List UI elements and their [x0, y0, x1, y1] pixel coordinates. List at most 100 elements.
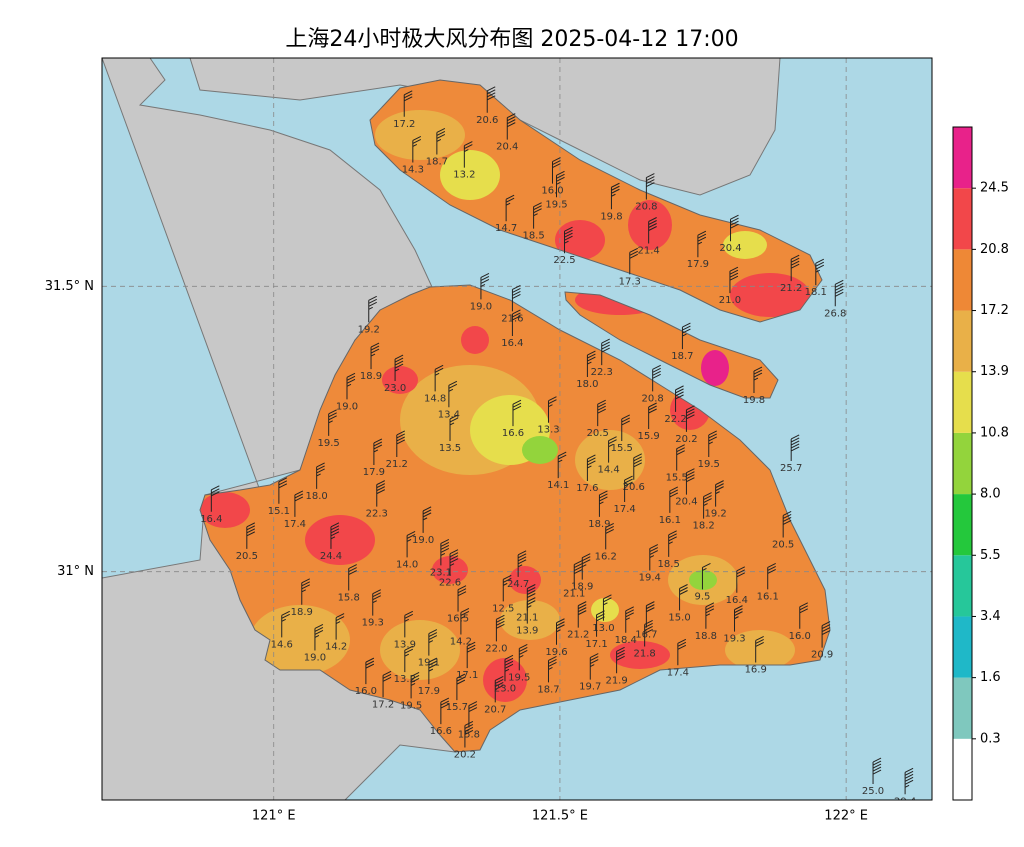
wind-barb: [440, 697, 450, 725]
wind-barb: [652, 364, 661, 392]
wind-barb: [301, 578, 310, 605]
station-value: 19.6: [545, 647, 567, 658]
wind-barb: [486, 86, 496, 113]
wind-barb: [440, 538, 450, 566]
station-value: 20.2: [675, 434, 697, 445]
station-value: 17.2: [372, 699, 394, 710]
wind-barb: [464, 721, 474, 748]
wind-barb: [703, 492, 712, 519]
wind-barb: [463, 141, 473, 168]
colorbar-segment: [953, 249, 972, 311]
north-bank: [189, 58, 781, 196]
wind-barb: [533, 202, 542, 229]
wind-barb: [456, 673, 466, 701]
map-title: 上海24小时极大风分布图 2025-04-12 17:00: [285, 27, 738, 52]
wind-barb: [404, 645, 414, 673]
station-value: 24.7: [507, 579, 529, 590]
wind-barb: [335, 613, 345, 640]
station-value: 16.6: [502, 428, 524, 439]
wind-barb: [281, 610, 290, 638]
wind-barb: [677, 638, 687, 666]
station-value: 23.1: [430, 567, 452, 578]
wind-barb: [468, 701, 478, 728]
colorbar-segment: [953, 555, 972, 617]
station-value: 14.7: [495, 223, 517, 234]
wind-barb: [790, 254, 800, 282]
station-value: 22.3: [366, 509, 388, 520]
wind-barb: [422, 506, 432, 533]
wind-barb: [589, 653, 599, 680]
station-value: 18.2: [692, 521, 714, 532]
wind-barb: [551, 157, 561, 184]
station-value: 16.0: [541, 186, 563, 197]
wind-barb: [573, 560, 583, 587]
wind-barb: [685, 468, 695, 495]
wind-barb: [648, 402, 657, 429]
wind-barb: [495, 614, 505, 642]
station-value: 23.0: [384, 383, 406, 394]
wind-barb: [675, 385, 684, 412]
station-value: 21.2: [780, 283, 802, 294]
wind-barb: [736, 566, 746, 593]
wind-barb: [494, 675, 504, 703]
wind-barb: [577, 601, 587, 628]
wind-barb: [428, 629, 438, 656]
colorbar-segment: [953, 494, 972, 556]
wind-barb: [564, 226, 573, 254]
station-value: 16.1: [659, 515, 681, 526]
station-value: 18.0: [306, 491, 328, 502]
wind-barb: [633, 453, 642, 480]
wind-barb: [708, 430, 717, 457]
wind-barb: [278, 477, 288, 504]
wind-barb: [669, 486, 679, 513]
colorbar-tick-label: 0.3: [980, 731, 1001, 746]
station-value: 19.8: [743, 395, 765, 406]
station-value: 20.4: [675, 497, 697, 508]
station-value: 17.1: [456, 670, 478, 681]
x-tick-label: 121° E: [252, 809, 296, 824]
wind-barb: [676, 444, 685, 471]
station-value: 13.0: [592, 623, 614, 634]
wind-barb: [668, 530, 677, 557]
wind-barb: [557, 451, 567, 479]
map-frame: [101, 57, 933, 801]
colorbar-tick-label: 24.5: [980, 181, 1009, 196]
station-value: 18.1: [805, 287, 827, 298]
station-value: 19.2: [704, 509, 726, 520]
station-value: 24.4: [320, 551, 342, 562]
wind-barb: [644, 620, 653, 647]
station-value: 16.4: [726, 595, 748, 606]
wind-barb: [505, 194, 515, 222]
wind-barb: [428, 657, 438, 685]
wind-barb: [316, 462, 325, 489]
coastline: [199, 79, 831, 753]
colorbar: 0.3 1.6 3.4 5.5 8.0 10.8 13.9 17.2 20.8 24.5: [952, 126, 1009, 801]
wind-barb: [734, 605, 743, 632]
graticule: [102, 58, 932, 800]
station-value: 17.9: [687, 259, 709, 270]
wind-barb: [596, 610, 605, 637]
wind-barb: [511, 309, 521, 336]
wind-barb: [365, 657, 375, 685]
station-value: 13.2: [453, 170, 475, 181]
station-value: 18.7: [426, 156, 448, 167]
station-value: 19.0: [336, 401, 358, 412]
station-value: 16.4: [200, 514, 222, 525]
station-value: 17.4: [284, 519, 306, 530]
station-value: 16.4: [501, 338, 523, 349]
colorbar-tick-label: 17.2: [980, 303, 1009, 318]
station-value: 9.5: [695, 591, 711, 602]
wind-barb: [460, 608, 470, 635]
station-value: 15.7: [446, 702, 468, 713]
wind-barb: [705, 602, 715, 629]
wind-barb: [328, 409, 337, 436]
station-value: 17.4: [667, 667, 689, 678]
colorbar-tick-label: 1.6: [980, 670, 1001, 685]
station-value: 20.5: [236, 551, 258, 562]
wind-barb: [330, 522, 340, 549]
colorbar-tick-label: 3.4: [980, 609, 1001, 624]
station-value: 18.9: [291, 607, 313, 618]
wind-barb: [436, 128, 446, 155]
wind-barb: [605, 522, 614, 550]
wind-barb: [597, 399, 606, 427]
